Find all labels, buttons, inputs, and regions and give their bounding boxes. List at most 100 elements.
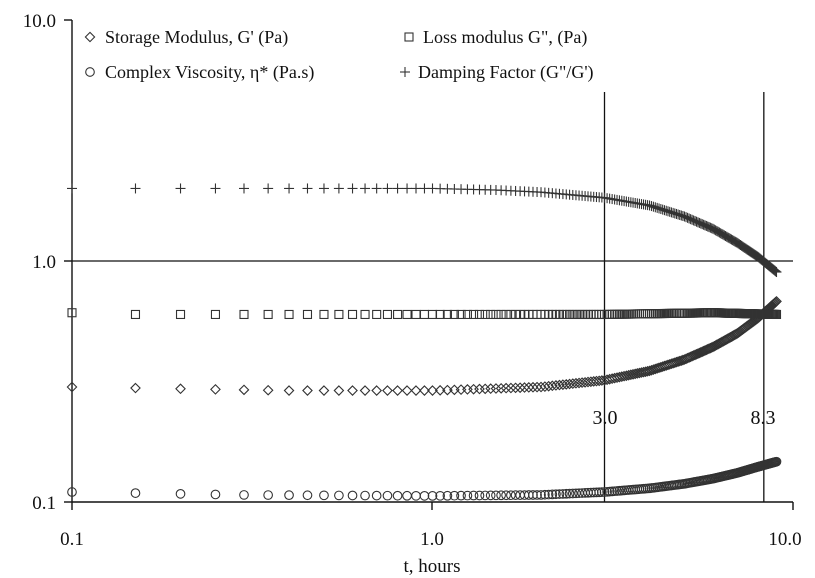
legend-symbol-diamond [84, 31, 96, 43]
point-diamond-17 [419, 385, 430, 396]
annotation-label-3: 3.0 [593, 407, 618, 429]
point-square-26 [480, 309, 490, 320]
point-diamond-12 [371, 385, 383, 396]
point-diamond-30 [500, 382, 512, 394]
point-plus-5 [263, 183, 274, 194]
point-circle-19 [435, 490, 445, 501]
point-diamond-50 [576, 377, 588, 389]
point-plus-178 [771, 267, 782, 278]
point-square-14 [393, 309, 403, 320]
point-plus-176 [769, 265, 780, 276]
point-square-19 [435, 309, 445, 320]
legend-square-icon [404, 32, 414, 42]
point-square-5 [263, 309, 273, 320]
point-diamond-68 [623, 369, 635, 381]
point-circle-17 [419, 491, 430, 501]
point-square-11 [360, 309, 370, 320]
point-circle-47 [567, 488, 578, 499]
point-diamond-32 [510, 382, 521, 394]
point-diamond-78 [644, 365, 655, 377]
point-plus-9 [333, 183, 344, 194]
point-circle-22 [456, 490, 466, 501]
point-diamond-178 [771, 295, 782, 307]
point-diamond-16 [410, 385, 422, 396]
point-circle-27 [485, 490, 496, 501]
point-plus-116 [705, 222, 716, 233]
legend-item-storage-modulus: Storage Modulus, G' (Pa) [84, 27, 288, 48]
point-diamond-15 [401, 385, 413, 396]
point-square-15 [402, 309, 412, 320]
point-diamond-54 [588, 376, 600, 387]
point-circle-42 [551, 489, 561, 500]
point-square-16 [411, 309, 421, 320]
point-diamond-26 [479, 383, 491, 395]
point-circle-21 [449, 490, 460, 501]
point-diamond-105 [689, 349, 701, 361]
series-2 [67, 456, 782, 501]
point-circle-7 [302, 490, 313, 501]
point-circle-6 [284, 490, 294, 501]
point-circle-13 [382, 490, 393, 501]
point-circle-1 [130, 488, 141, 498]
legend-label-complex-viscosity: Complex Viscosity, η* (Pa.s) [105, 62, 314, 83]
point-diamond-2 [175, 383, 186, 395]
legend: Storage Modulus, G' (Pa) Loss modulus G"… [84, 27, 594, 83]
point-diamond-28 [490, 383, 502, 394]
point-circle-8 [319, 490, 329, 501]
legend-diamond-icon [84, 31, 96, 43]
point-diamond-36 [527, 381, 539, 393]
point-plus-16 [411, 183, 422, 194]
point-circle-37 [532, 490, 542, 500]
point-diamond-23 [462, 384, 473, 395]
y-tick-labels: 10.0 1.0 0.1 [23, 11, 56, 514]
point-diamond-18 [427, 385, 438, 396]
point-plus-8 [318, 183, 329, 194]
point-square-20 [442, 309, 452, 320]
point-square-178 [771, 309, 782, 320]
point-square-31 [506, 309, 516, 320]
point-diamond-49 [573, 377, 585, 389]
point-plus-12 [371, 183, 382, 194]
point-circle-11 [360, 490, 370, 501]
x-tick-labels: 0.1 1.0 10.0 [60, 529, 802, 550]
point-diamond-3 [210, 383, 221, 395]
point-square-25 [474, 309, 485, 320]
point-diamond-7 [302, 385, 313, 396]
legend-symbol-square [404, 32, 414, 42]
point-diamond-53 [585, 376, 597, 388]
point-diamond-14 [392, 385, 403, 396]
point-circle-36 [528, 490, 538, 500]
legend-label-loss-modulus: Loss modulus G", (Pa) [423, 27, 587, 48]
point-square-1 [130, 309, 141, 320]
annotation-labels: 3.0 8.3 [593, 407, 776, 429]
point-diamond-108 [694, 347, 705, 359]
point-diamond-10 [347, 385, 358, 396]
point-square-18 [427, 309, 438, 320]
y-tick-label-bottom: 0.1 [32, 493, 56, 514]
point-square-6 [284, 309, 294, 320]
point-square-13 [382, 309, 393, 320]
point-circle-24 [468, 490, 479, 501]
point-plus-0 [67, 183, 77, 194]
point-circle-39 [540, 489, 550, 500]
point-square-23 [462, 309, 472, 320]
point-diamond-67 [621, 370, 632, 382]
point-circle-41 [547, 489, 558, 500]
point-diamond-5 [262, 384, 274, 396]
point-diamond-25 [474, 383, 485, 395]
point-circle-20 [442, 490, 453, 501]
point-diamond-24 [468, 383, 479, 395]
point-square-8 [319, 309, 329, 320]
point-square-4 [239, 309, 249, 320]
point-diamond-13 [382, 385, 393, 396]
point-circle-178 [771, 456, 782, 467]
point-square-54 [589, 309, 599, 320]
point-diamond-27 [485, 383, 497, 395]
point-square-0 [67, 308, 77, 318]
point-square-30 [501, 309, 511, 320]
point-square-10 [347, 309, 358, 320]
legend-item-complex-viscosity: Complex Viscosity, η* (Pa.s) [85, 62, 314, 83]
point-square-21 [449, 309, 459, 320]
legend-item-damping-factor: Damping Factor (G"/G') [400, 62, 594, 83]
point-diamond-37 [531, 381, 543, 393]
